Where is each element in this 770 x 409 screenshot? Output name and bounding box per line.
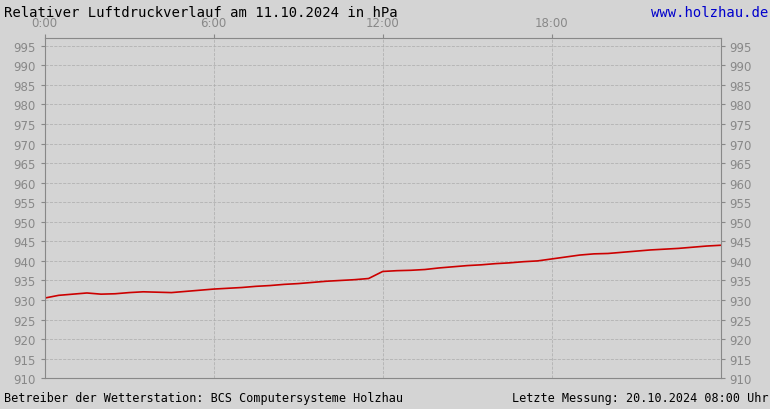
Text: Relativer Luftdruckverlauf am 11.10.2024 in hPa: Relativer Luftdruckverlauf am 11.10.2024… [4, 6, 397, 20]
Text: www.holzhau.de: www.holzhau.de [651, 6, 768, 20]
Text: Letzte Messung: 20.10.2024 08:00 Uhr: Letzte Messung: 20.10.2024 08:00 Uhr [512, 391, 768, 404]
Text: Betreiber der Wetterstation: BCS Computersysteme Holzhau: Betreiber der Wetterstation: BCS Compute… [4, 391, 403, 404]
